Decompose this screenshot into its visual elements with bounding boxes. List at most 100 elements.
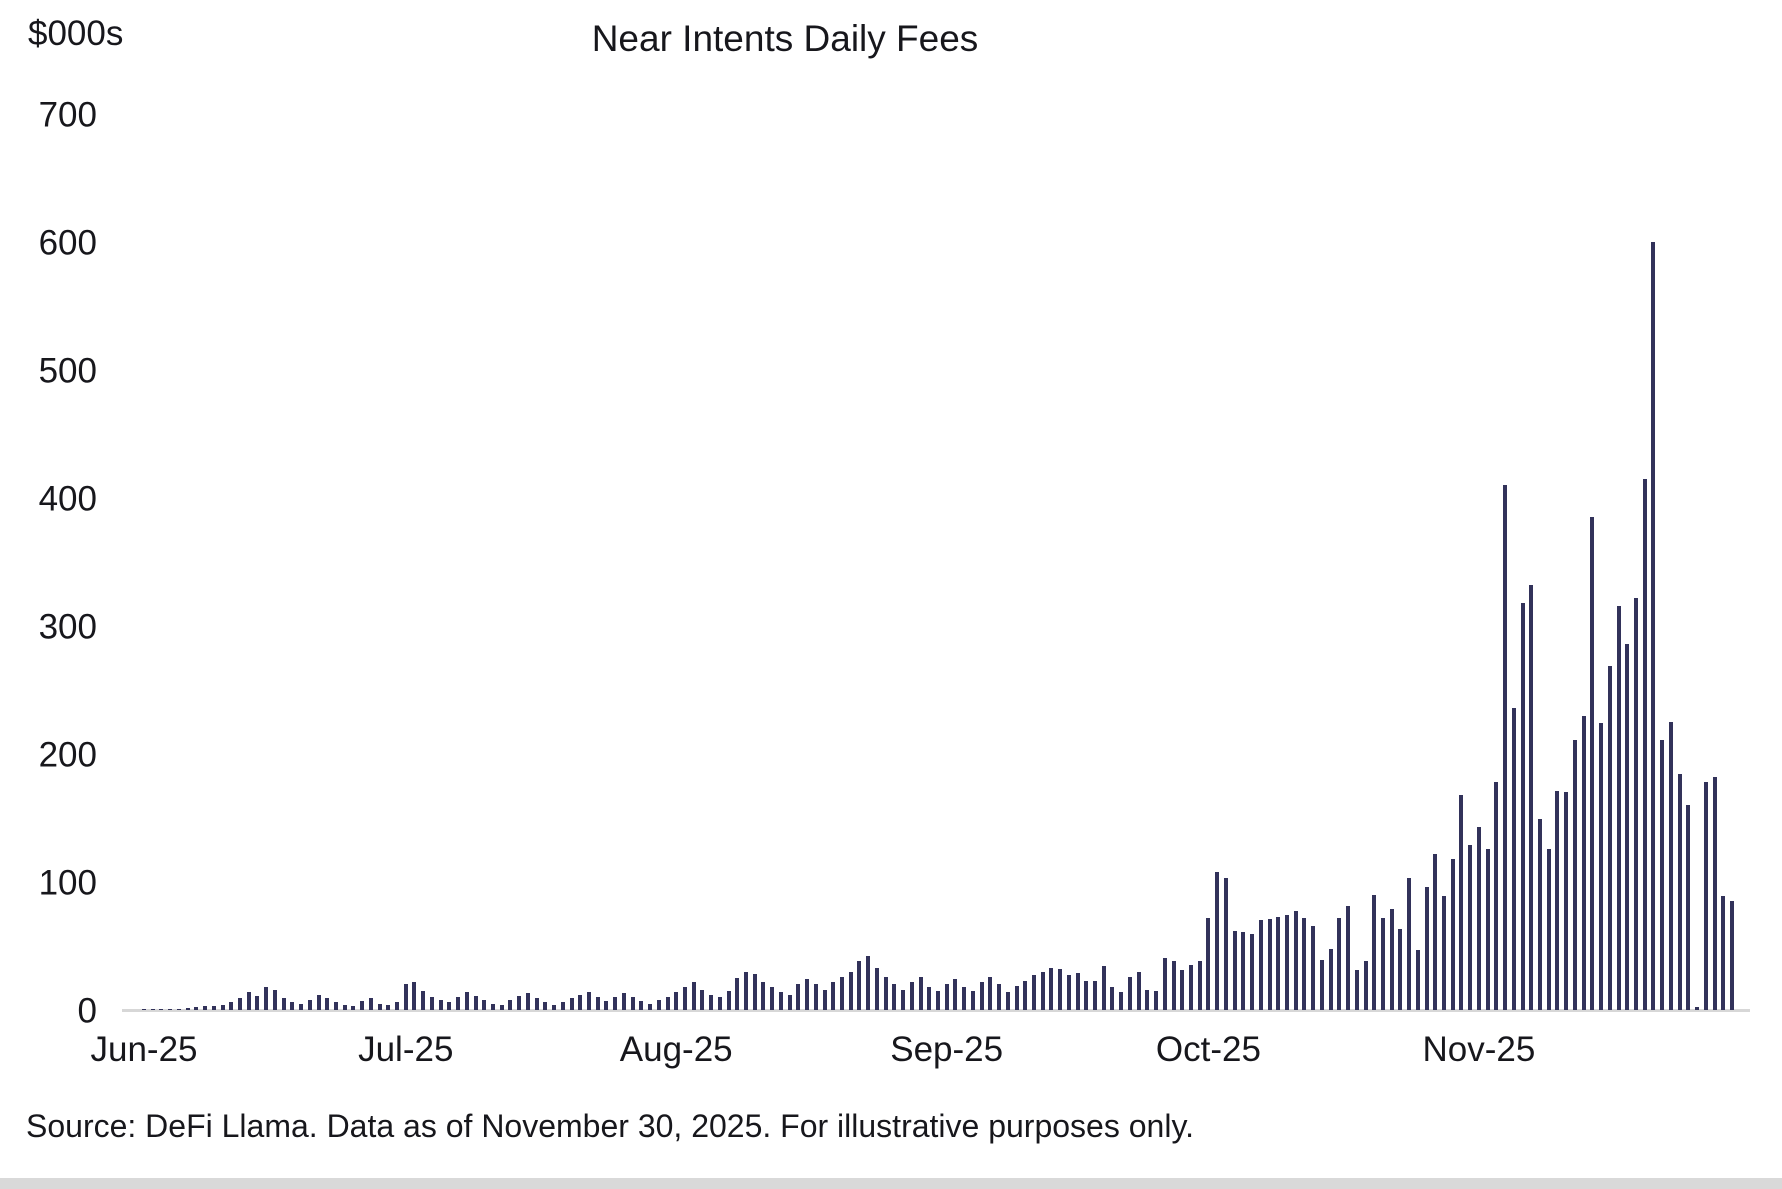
y-tick-label: 400: [38, 479, 97, 519]
daily-fee-bar: [717, 997, 722, 1010]
daily-fee-bar: [1511, 707, 1516, 1010]
window-bottom-edge: [0, 1178, 1782, 1189]
daily-fee-bar: [813, 984, 818, 1010]
daily-fee-bar: [621, 993, 626, 1010]
daily-fee-bar: [1660, 739, 1665, 1010]
daily-fee-bar: [307, 999, 312, 1010]
daily-fee-bar: [1145, 989, 1150, 1010]
daily-fee-bar: [1555, 791, 1560, 1010]
daily-fee-bar: [1337, 917, 1342, 1010]
daily-fee-bar: [1206, 917, 1211, 1010]
daily-fee-bar: [264, 986, 269, 1010]
daily-fee-bar: [1162, 957, 1167, 1010]
daily-fee-bar: [229, 1002, 234, 1010]
daily-fee-bar: [333, 1002, 338, 1010]
daily-fee-bar: [1398, 929, 1403, 1010]
daily-fee-bar: [927, 986, 932, 1010]
daily-fee-bar: [534, 998, 539, 1010]
daily-fee-bar: [1415, 949, 1420, 1010]
chart-title: Near Intents Daily Fees: [591, 18, 979, 59]
daily-fee-bar: [944, 984, 949, 1010]
daily-fee-bar: [1189, 965, 1193, 1010]
daily-fee-bar: [203, 1006, 208, 1010]
daily-fee-bar: [1180, 970, 1185, 1010]
daily-fee-bar: [822, 989, 827, 1010]
daily-fee-bar: [1616, 605, 1621, 1010]
daily-fee-bar: [735, 978, 740, 1010]
daily-fee-bar: [1101, 966, 1106, 1010]
daily-fee-bar: [351, 1006, 356, 1010]
daily-fee-bar: [1599, 723, 1604, 1010]
daily-fee-bar: [935, 990, 940, 1010]
daily-fee-bar: [1293, 911, 1298, 1010]
daily-fee-bar: [1503, 485, 1508, 1010]
daily-fee-bar: [674, 992, 679, 1010]
daily-fee-bar: [464, 992, 469, 1010]
daily-fee-bar: [473, 995, 478, 1010]
daily-fee-bar: [726, 990, 731, 1010]
daily-fee-bar: [805, 979, 810, 1010]
daily-fee-bar: [709, 994, 714, 1010]
daily-fee-bar: [403, 984, 408, 1010]
y-tick-label: 600: [38, 223, 97, 263]
daily-fee-bar: [1014, 985, 1019, 1010]
daily-fee-bar: [744, 971, 749, 1010]
daily-fee-bar: [421, 990, 426, 1010]
x-tick-label: Aug-25: [619, 1030, 733, 1069]
daily-fee-bar: [892, 984, 897, 1010]
daily-fee-bar: [552, 1004, 557, 1010]
daily-fee-bar: [1442, 896, 1447, 1010]
daily-fee-bar: [1232, 930, 1237, 1010]
daily-fee-bar: [1668, 722, 1673, 1010]
daily-fee-bar: [1712, 777, 1717, 1010]
daily-fee-bar: [1110, 986, 1115, 1010]
daily-fee-bar: [1005, 992, 1010, 1010]
daily-fee-bar: [1607, 665, 1612, 1010]
daily-fee-bar: [866, 956, 871, 1010]
daily-fee-bar: [360, 1001, 365, 1010]
daily-fee-bar: [691, 981, 696, 1010]
daily-fee-bar: [299, 1003, 304, 1010]
daily-fee-bar: [1215, 871, 1220, 1010]
daily-fee-bar: [185, 1008, 190, 1010]
daily-fee-bar: [1651, 242, 1656, 1010]
daily-fee-bar: [953, 979, 958, 1010]
daily-fee-bar: [700, 989, 705, 1010]
daily-fee-bar: [168, 1008, 173, 1010]
daily-fee-bar: [613, 997, 618, 1010]
daily-fee-bar: [246, 992, 251, 1010]
daily-fee-bar: [1380, 917, 1385, 1010]
daily-fee-bar: [447, 1002, 452, 1010]
daily-fee-bar: [1520, 602, 1525, 1010]
daily-fee-bar: [1119, 992, 1124, 1010]
daily-fee-bar: [290, 1002, 295, 1010]
daily-fee-bar: [752, 974, 757, 1010]
daily-fee-bar: [1241, 931, 1246, 1010]
x-tick-label: Oct-25: [1155, 1030, 1261, 1069]
daily-fee-bar: [918, 976, 923, 1010]
daily-fee-bar: [543, 1002, 548, 1010]
x-tick-label: Sep-25: [890, 1030, 1004, 1069]
daily-fee-bar: [281, 998, 286, 1010]
daily-fee-bar: [1354, 970, 1359, 1010]
daily-fee-bar: [1084, 980, 1089, 1010]
daily-fee-bar: [1049, 967, 1054, 1010]
daily-fee-bar: [491, 1003, 495, 1010]
daily-fee-bar: [1154, 990, 1159, 1010]
daily-fee-bar: [979, 981, 984, 1010]
daily-fee-bar: [988, 976, 993, 1010]
daily-fee-bar: [578, 994, 583, 1010]
daily-fee-bar: [1424, 887, 1429, 1010]
daily-fee-bar: [682, 986, 687, 1010]
daily-fee-bar: [1346, 906, 1351, 1010]
daily-fee-bar: [1677, 774, 1682, 1010]
x-tick-label: Nov-25: [1422, 1030, 1536, 1069]
daily-fee-bar: [142, 1009, 146, 1010]
daily-fee-bar: [1494, 782, 1499, 1010]
daily-fee-bar: [499, 1004, 504, 1010]
daily-fee-bar: [194, 1007, 199, 1010]
daily-fee-bar: [1031, 975, 1036, 1010]
daily-fee-bar: [665, 997, 670, 1010]
daily-fee-bar: [1625, 643, 1630, 1010]
daily-fee-bar: [831, 981, 836, 1010]
